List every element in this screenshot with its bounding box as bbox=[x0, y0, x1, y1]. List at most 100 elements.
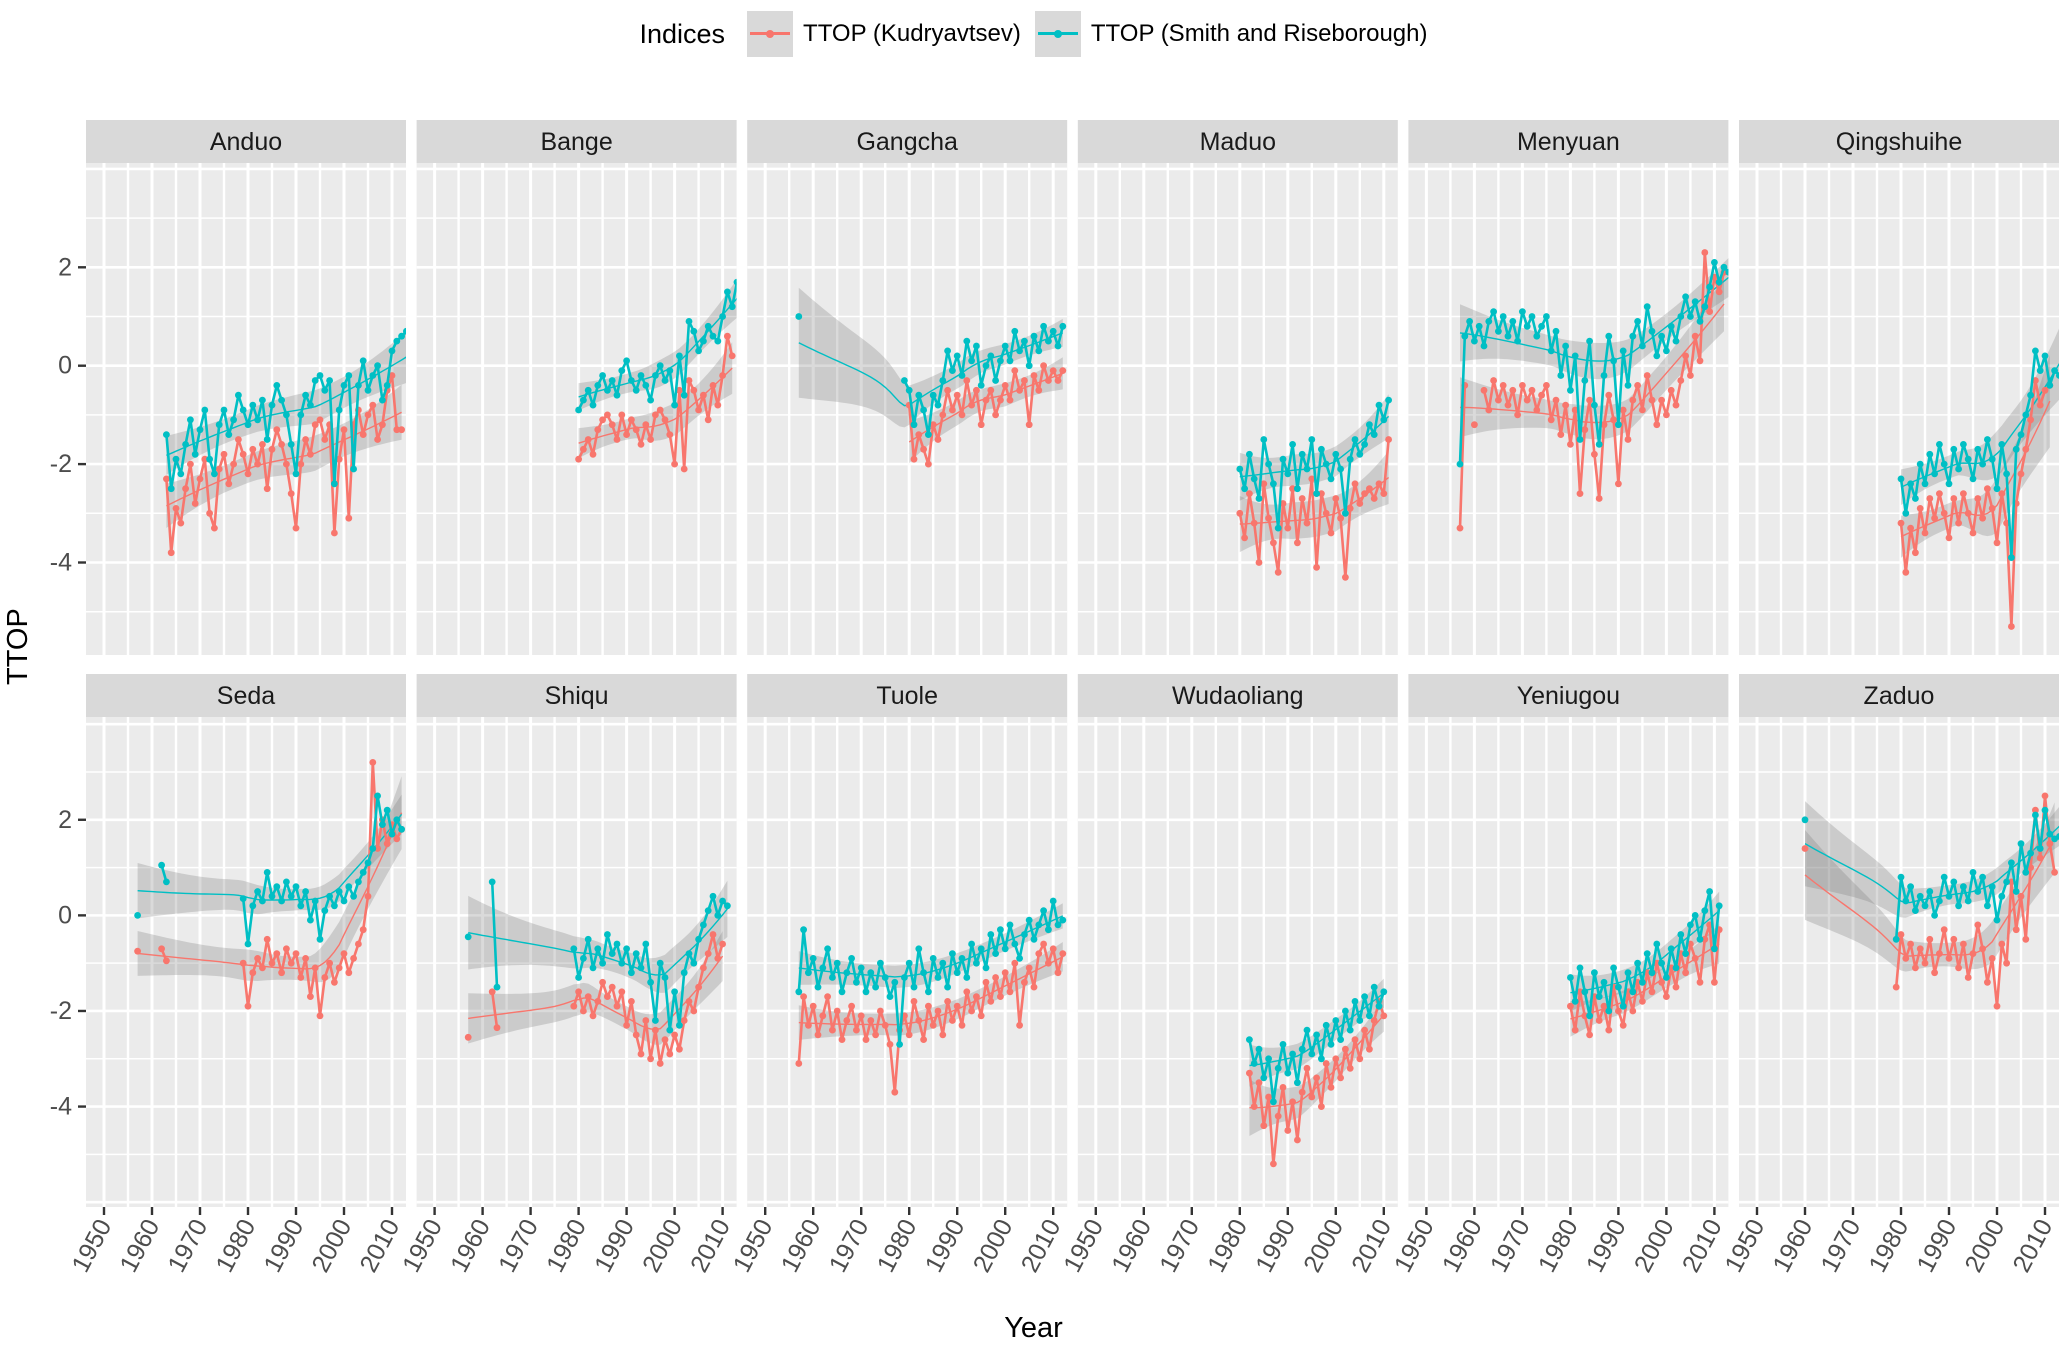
gridlines bbox=[1739, 163, 2059, 655]
x-tick-label: 1970 bbox=[1154, 1215, 1205, 1277]
x-tick-label: 2000 bbox=[1298, 1215, 1349, 1277]
series-line-kudryavtsev bbox=[1567, 921, 1723, 1039]
facet-strip: Zaduo bbox=[1739, 674, 2059, 717]
x-tick-label: 1980 bbox=[872, 1215, 923, 1277]
facet-panel-shiqu bbox=[416, 717, 737, 1207]
x-tick-label: 1960 bbox=[1106, 1215, 1157, 1277]
facet-strip-label: Wudaoliang bbox=[1172, 682, 1304, 710]
series-line-kudryavtsev bbox=[1236, 436, 1392, 581]
y-tick-label: 2 bbox=[58, 253, 72, 281]
confidence-ribbon bbox=[1805, 802, 2055, 972]
x-tick-label: 1990 bbox=[258, 1215, 309, 1277]
legend-label-smith: TTOP (Smith and Riseborough) bbox=[1090, 20, 1428, 47]
x-tick-label: 2010 bbox=[685, 1215, 736, 1277]
legend-label-kudryavtsev: TTOP (Kudryavtsev) bbox=[803, 20, 1021, 47]
facet-strip: Menyuan bbox=[1408, 120, 1729, 163]
gridlines bbox=[1077, 163, 1398, 655]
facet-strip-label: Anduo bbox=[210, 128, 282, 156]
facet-strip: Tuole bbox=[747, 674, 1068, 717]
y-tick-label: 2 bbox=[58, 806, 72, 834]
series-line-smith bbox=[1567, 888, 1723, 1020]
gridlines bbox=[1408, 717, 1729, 1207]
series-line-smith bbox=[1801, 806, 2059, 943]
x-tick-label: 1960 bbox=[114, 1215, 165, 1277]
facet-strip-label: Seda bbox=[217, 682, 275, 710]
facet-strip: Qingshuihe bbox=[1739, 120, 2059, 163]
x-tick-label: 1950 bbox=[1389, 1215, 1440, 1277]
legend-item-kudryavtsev: TTOP (Kudryavtsev) bbox=[747, 11, 1021, 57]
confidence-ribbon bbox=[798, 287, 1063, 428]
facet-strip-label: Shiqu bbox=[545, 682, 609, 710]
x-tick-label: 1970 bbox=[162, 1215, 213, 1277]
confidence-ribbon bbox=[1239, 394, 1389, 501]
gridlines bbox=[1077, 717, 1398, 1207]
x-tick-label: 2000 bbox=[1959, 1215, 2010, 1277]
facet-panel-menyuan bbox=[1408, 163, 1729, 655]
facet-panel-tuole bbox=[747, 717, 1068, 1207]
gridlines bbox=[1739, 717, 2059, 1207]
x-tick-label: 2000 bbox=[1629, 1215, 1680, 1277]
x-tick-label: 1960 bbox=[445, 1215, 496, 1277]
facet-strip: Bange bbox=[416, 120, 737, 163]
x-tick-label: 2010 bbox=[1016, 1215, 1067, 1277]
series-line-kudryavtsev bbox=[575, 332, 736, 473]
confidence-ribbon bbox=[1570, 891, 1720, 1012]
series-line-smith bbox=[1236, 396, 1392, 532]
facet-strip: Seda bbox=[86, 674, 406, 717]
y-axis: 2 0 -2 -4 bbox=[50, 806, 86, 1121]
legend-title: Indices bbox=[639, 18, 726, 49]
facet-strip: Gangcha bbox=[747, 120, 1068, 163]
series-line-kudryavtsev bbox=[795, 940, 1067, 1096]
x-tick-label: 1970 bbox=[493, 1215, 544, 1277]
gridlines bbox=[416, 163, 737, 655]
y-tick-label: -2 bbox=[50, 997, 72, 1025]
facet-panel-yeniugou bbox=[1408, 717, 1729, 1207]
y-axis: 2 0 -2 -4 bbox=[50, 253, 86, 577]
y-tick-label: -4 bbox=[50, 1093, 72, 1121]
x-tick-label: 1950 bbox=[397, 1215, 448, 1277]
series-line-kudryavtsev bbox=[134, 759, 405, 1020]
facet-panel-wudaoliang bbox=[1077, 717, 1398, 1207]
confidence-ribbon bbox=[798, 903, 1063, 989]
facet-strip-label: Tuole bbox=[876, 682, 938, 710]
facet-strip: Wudaoliang bbox=[1077, 674, 1398, 717]
x-tick-label: 1990 bbox=[1250, 1215, 1301, 1277]
series-line-kudryavtsev bbox=[905, 362, 1067, 468]
series-line-kudryavtsev bbox=[163, 372, 405, 557]
y-tick-label: -4 bbox=[50, 549, 72, 577]
legend-key-smith-icon bbox=[1034, 11, 1081, 57]
confidence-ribbon bbox=[798, 942, 1063, 1040]
facet-panel-gangcha bbox=[747, 163, 1068, 655]
facet-panel-qingshuihe bbox=[1739, 163, 2059, 655]
series-line-smith bbox=[1456, 259, 1729, 468]
confidence-ribbon bbox=[578, 342, 733, 459]
facet-strip: Shiqu bbox=[416, 674, 737, 717]
confidence-ribbon bbox=[1901, 328, 2059, 506]
facet-panel-anduo bbox=[86, 163, 406, 655]
series-line-kudryavtsev bbox=[1801, 792, 2058, 1010]
x-tick-label: 1990 bbox=[1581, 1215, 1632, 1277]
smooth-line bbox=[1459, 276, 1729, 362]
x-tick-label: 2010 bbox=[1346, 1215, 1397, 1277]
x-tick-label: 1950 bbox=[728, 1215, 779, 1277]
legend: Indices TTOP (Kudryavtsev) TTOP (Smith a… bbox=[0, 6, 2067, 62]
series-line-smith bbox=[575, 278, 737, 414]
series-line-kudryavtsev bbox=[464, 931, 726, 1067]
y-tick-label: 0 bbox=[58, 901, 72, 929]
gridlines bbox=[1408, 163, 1729, 655]
confidence-ribbon bbox=[1460, 258, 1729, 380]
x-tick-label: 2000 bbox=[637, 1215, 688, 1277]
facet-strip: Anduo bbox=[86, 120, 406, 163]
x-tick-label: 1970 bbox=[1815, 1215, 1866, 1277]
x-tick-label: 1990 bbox=[589, 1215, 640, 1277]
facet-panel-maduo bbox=[1077, 163, 1398, 655]
facet-strip: Yeniugou bbox=[1408, 674, 1729, 717]
